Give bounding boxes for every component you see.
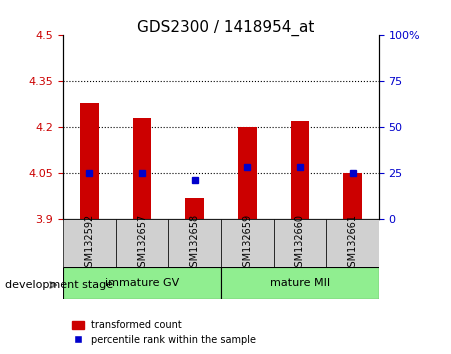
FancyBboxPatch shape [63, 267, 221, 299]
Bar [185, 198, 204, 219]
Bar [238, 127, 257, 219]
Text: GSM132661: GSM132661 [348, 214, 358, 273]
FancyBboxPatch shape [326, 219, 379, 267]
FancyBboxPatch shape [63, 219, 116, 267]
Text: GSM132659: GSM132659 [242, 214, 252, 273]
Text: GSM132657: GSM132657 [137, 214, 147, 273]
Text: GSM132592: GSM132592 [84, 214, 94, 273]
Legend: transformed count, percentile rank within the sample: transformed count, percentile rank withi… [68, 316, 260, 349]
Bar [291, 121, 309, 219]
Bar [343, 173, 362, 219]
Text: GSM132658: GSM132658 [190, 214, 200, 273]
Text: mature MII: mature MII [270, 278, 330, 288]
Text: GSM132660: GSM132660 [295, 214, 305, 273]
FancyBboxPatch shape [274, 219, 326, 267]
Text: development stage: development stage [5, 280, 113, 290]
Text: immature GV: immature GV [105, 278, 179, 288]
FancyBboxPatch shape [116, 219, 168, 267]
Text: GDS2300 / 1418954_at: GDS2300 / 1418954_at [137, 19, 314, 36]
FancyBboxPatch shape [221, 267, 379, 299]
FancyBboxPatch shape [221, 219, 274, 267]
FancyBboxPatch shape [168, 219, 221, 267]
Bar [133, 118, 151, 219]
Bar [80, 103, 99, 219]
